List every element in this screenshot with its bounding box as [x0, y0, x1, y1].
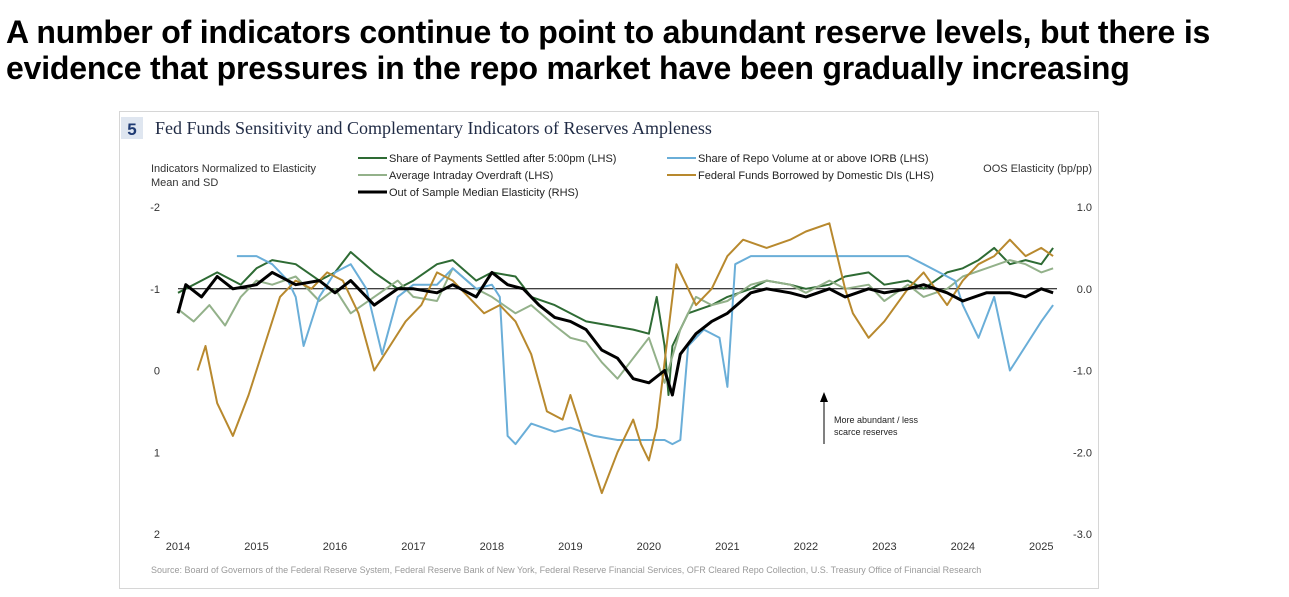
x-tick-label: 2016	[323, 541, 347, 553]
y-left-tick-label: -2	[150, 202, 160, 214]
x-tick-label: 2023	[872, 541, 896, 553]
legend-label-payments: Share of Payments Settled after 5:00pm (…	[389, 153, 616, 165]
y-left-tick-label: 1	[154, 447, 160, 459]
x-tick-label: 2014	[166, 541, 190, 553]
annotation-line2: scarce reserves	[834, 427, 898, 437]
series-layer	[176, 222, 1054, 495]
figure-number: 5	[127, 120, 136, 139]
legend-label-repo: Share of Repo Volume at or above IORB (L…	[698, 153, 929, 165]
legend-label-overdraft: Average Intraday Overdraft (LHS)	[389, 170, 553, 182]
y-right-tick-label: 0.0	[1077, 284, 1092, 296]
x-tick-label: 2021	[715, 541, 739, 553]
legend-label-median: Out of Sample Median Elasticity (RHS)	[389, 187, 579, 199]
chart-svg: 5 Fed Funds Sensitivity and Complementar…	[121, 117, 1092, 575]
x-tick-label: 2019	[558, 541, 582, 553]
ticks-layer: -2 -1 0 1 2 1.0 0.0 -1.0 -2.0 -3.0 2014 2015 2016 201…	[150, 202, 1092, 553]
x-tick-label: 2017	[401, 541, 425, 553]
y-right-label: OOS Elasticity (bp/pp)	[983, 163, 1092, 175]
y-left-label-line1: Indicators Normalized to Elasticity	[151, 163, 317, 175]
x-tick-label: 2018	[480, 541, 504, 553]
series-line-borrowed	[196, 222, 1054, 495]
chart-panel: 5 Fed Funds Sensitivity and Complementar…	[119, 111, 1099, 589]
y-right-tick-label: 1.0	[1077, 202, 1092, 214]
x-tick-label: 2015	[244, 541, 268, 553]
x-tick-label: 2024	[951, 541, 975, 553]
x-tick-label: 2020	[637, 541, 661, 553]
legend-label-borrowed: Federal Funds Borrowed by Domestic DIs (…	[698, 170, 934, 182]
y-right-tick-label: -2.0	[1073, 447, 1092, 459]
figure-title: Fed Funds Sensitivity and Complementary …	[155, 118, 712, 138]
series-line-payments	[177, 246, 1054, 396]
annotation-line1: More abundant / less	[834, 415, 919, 425]
series-line-overdraft	[177, 259, 1054, 384]
y-left-tick-label: 0	[154, 366, 160, 378]
source-note: Source: Board of Governors of the Federa…	[151, 565, 981, 575]
y-left-label-line2: Mean and SD	[151, 177, 218, 189]
headline-line-2: evidence that pressures in the repo mark…	[6, 50, 1130, 86]
page-headline: A number of indicators continue to point…	[6, 14, 1286, 86]
y-left-tick-label: 2	[154, 529, 160, 541]
y-right-tick-label: -1.0	[1073, 366, 1092, 378]
legend: Share of Payments Settled after 5:00pm (…	[358, 153, 934, 199]
headline-line-1: A number of indicators continue to point…	[6, 14, 1211, 50]
x-tick-label: 2025	[1029, 541, 1053, 553]
x-tick-label: 2022	[794, 541, 818, 553]
y-left-tick-label: -1	[150, 284, 160, 296]
series-line-median	[176, 270, 1054, 397]
annotation-arrow-head	[820, 392, 828, 402]
y-right-tick-label: -3.0	[1073, 529, 1092, 541]
figure-number-box	[121, 117, 143, 139]
